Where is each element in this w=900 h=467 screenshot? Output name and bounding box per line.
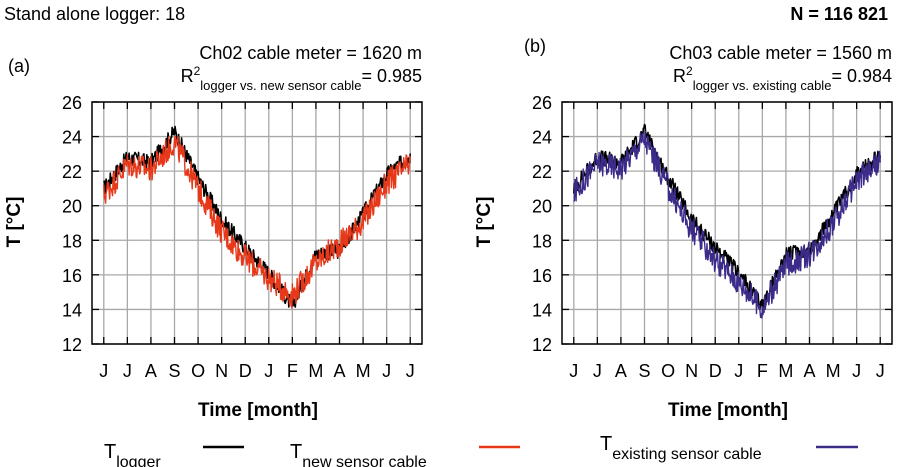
y-tick-label: 26 xyxy=(532,93,552,113)
panel-b-annotation-r2: R2logger vs. existing cable= 0.984 xyxy=(673,64,892,93)
panel-a: (a) Ch02 cable meter = 1620 m R2logger v… xyxy=(4,43,423,421)
plot-frame xyxy=(91,101,423,345)
panel-a-x-axis-title: Time [month] xyxy=(198,400,318,421)
x-tick-label: O xyxy=(661,361,675,381)
panel-b: (b) Ch03 cable meter = 1560 m R2logger v… xyxy=(474,36,893,421)
x-tick-label: J xyxy=(876,361,885,381)
panel-a-annotation-r2: R2logger vs. new sensor cable= 0.985 xyxy=(181,64,422,93)
y-tick-label: 24 xyxy=(62,128,82,148)
x-tick-label: J xyxy=(593,361,602,381)
y-tick-label: 20 xyxy=(62,197,82,217)
y-tick-label: 14 xyxy=(62,300,82,320)
x-tick-label: M xyxy=(778,361,793,381)
x-tick-label: M xyxy=(356,361,371,381)
x-tick-label: A xyxy=(333,361,345,381)
x-tick-label: A xyxy=(145,361,157,381)
x-tick-label: J xyxy=(569,361,578,381)
x-tick-label: S xyxy=(638,361,650,381)
series-line-new-sensor-cable xyxy=(103,135,411,309)
x-tick-label: N xyxy=(215,361,228,381)
x-tick-label: F xyxy=(287,361,298,381)
x-tick-label: D xyxy=(239,361,252,381)
y-tick-label: 16 xyxy=(532,266,552,286)
grid xyxy=(92,101,422,345)
plot-frame xyxy=(561,101,893,345)
y-tick-label: 18 xyxy=(532,231,552,251)
x-tick-label: A xyxy=(615,361,627,381)
x-tick-label: S xyxy=(168,361,180,381)
y-tick-label: 12 xyxy=(532,335,552,355)
panel-a-y-axis-title: T [°C] xyxy=(4,197,25,248)
x-tick-label: F xyxy=(757,361,768,381)
y-tick-label: 22 xyxy=(62,162,82,182)
x-tick-label: J xyxy=(852,361,861,381)
x-tick-label: J xyxy=(406,361,415,381)
y-tick-label: 14 xyxy=(532,300,552,320)
y-tick-label: 12 xyxy=(62,335,82,355)
x-tick-label: O xyxy=(191,361,205,381)
logger-label: Stand alone logger: 18 xyxy=(4,4,185,24)
legend: Tlogger Tnew sensor cable Texisting sens… xyxy=(104,433,858,467)
x-tick-label: A xyxy=(803,361,815,381)
x-tick-label: J xyxy=(99,361,108,381)
x-tick-label: J xyxy=(382,361,391,381)
y-tick-label: 24 xyxy=(532,128,552,148)
legend-label-existing-cable: Texisting sensor cable xyxy=(600,433,762,463)
panel-b-label: (b) xyxy=(524,36,546,56)
x-tick-label: M xyxy=(308,361,323,381)
y-tick-label: 16 xyxy=(62,266,82,286)
grid xyxy=(562,101,892,345)
series-line-existing-sensor-cable xyxy=(573,130,881,319)
x-tick-label: D xyxy=(709,361,722,381)
x-tick-label: M xyxy=(826,361,841,381)
y-tick-label: 18 xyxy=(62,231,82,251)
panel-b-x-axis-title: Time [month] xyxy=(668,400,788,421)
x-tick-label: J xyxy=(264,361,273,381)
legend-label-new-cable: Tnew sensor cable xyxy=(290,441,427,467)
panel-b-y-axis-title: T [°C] xyxy=(474,197,495,248)
panel-b-annotation-cable: Ch03 cable meter = 1560 m xyxy=(669,43,892,63)
y-tick-label: 22 xyxy=(532,162,552,182)
panel-a-label: (a) xyxy=(8,56,30,76)
n-count-label: N = 116 821 xyxy=(790,4,888,24)
x-tick-label: J xyxy=(734,361,743,381)
y-tick-label: 26 xyxy=(62,93,82,113)
x-tick-label: N xyxy=(685,361,698,381)
panel-a-annotation-cable: Ch02 cable meter = 1620 m xyxy=(199,43,422,63)
legend-label-logger: Tlogger xyxy=(104,441,161,467)
x-tick-label: J xyxy=(123,361,132,381)
y-tick-label: 20 xyxy=(532,197,552,217)
